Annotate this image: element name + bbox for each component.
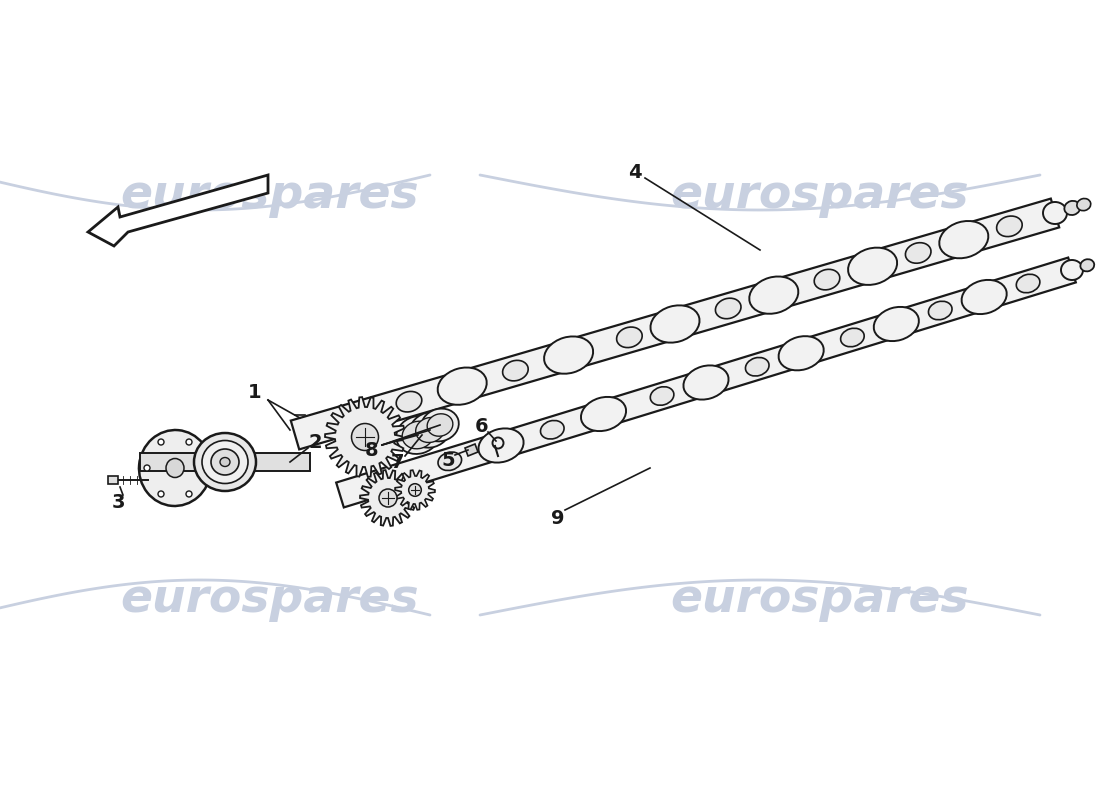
Text: 9: 9 [551, 509, 564, 527]
Text: 1: 1 [249, 383, 262, 402]
Text: eurospares: eurospares [121, 173, 419, 218]
Ellipse shape [403, 421, 433, 449]
Ellipse shape [478, 428, 524, 462]
Text: 2: 2 [308, 433, 322, 451]
Ellipse shape [581, 397, 626, 431]
Ellipse shape [1016, 274, 1040, 293]
Ellipse shape [438, 452, 462, 470]
Ellipse shape [814, 270, 839, 290]
Ellipse shape [220, 458, 230, 466]
Ellipse shape [544, 337, 593, 374]
Text: eurospares: eurospares [671, 173, 969, 218]
Ellipse shape [503, 360, 528, 381]
Circle shape [379, 489, 397, 507]
Text: 3: 3 [111, 494, 124, 513]
Polygon shape [290, 198, 1059, 450]
Polygon shape [140, 453, 310, 471]
Ellipse shape [683, 366, 728, 400]
Ellipse shape [905, 242, 931, 263]
Text: 7: 7 [392, 454, 405, 473]
Ellipse shape [211, 449, 239, 475]
Ellipse shape [416, 418, 444, 442]
Ellipse shape [166, 458, 184, 478]
Text: 8: 8 [365, 441, 378, 459]
Ellipse shape [200, 465, 206, 471]
Ellipse shape [1065, 201, 1080, 215]
Ellipse shape [928, 302, 952, 320]
Ellipse shape [1080, 259, 1094, 271]
Ellipse shape [158, 491, 164, 497]
Ellipse shape [650, 386, 674, 406]
Ellipse shape [194, 433, 256, 491]
Ellipse shape [939, 221, 988, 258]
Ellipse shape [848, 248, 898, 285]
Text: eurospares: eurospares [121, 578, 419, 622]
Polygon shape [360, 470, 416, 526]
Ellipse shape [650, 306, 700, 342]
Ellipse shape [617, 327, 642, 347]
Polygon shape [337, 258, 1076, 507]
Text: 4: 4 [628, 163, 641, 182]
Polygon shape [395, 470, 434, 510]
Ellipse shape [202, 441, 248, 483]
Ellipse shape [873, 307, 918, 341]
Ellipse shape [997, 216, 1022, 237]
Polygon shape [465, 444, 478, 456]
Text: 6: 6 [475, 417, 488, 435]
Circle shape [409, 484, 421, 496]
Ellipse shape [396, 416, 440, 454]
Polygon shape [324, 397, 405, 477]
Ellipse shape [139, 430, 211, 506]
Polygon shape [88, 175, 268, 246]
Ellipse shape [144, 465, 150, 471]
Ellipse shape [438, 367, 486, 405]
Ellipse shape [1062, 260, 1084, 280]
Ellipse shape [746, 358, 769, 376]
Ellipse shape [749, 277, 799, 314]
Ellipse shape [396, 391, 421, 412]
Ellipse shape [409, 412, 450, 448]
Ellipse shape [540, 421, 564, 439]
Ellipse shape [840, 328, 865, 346]
Ellipse shape [779, 336, 824, 370]
Text: 5: 5 [441, 450, 454, 470]
Ellipse shape [421, 409, 459, 442]
Ellipse shape [1077, 198, 1091, 210]
Ellipse shape [961, 280, 1006, 314]
Ellipse shape [186, 491, 192, 497]
Circle shape [352, 423, 378, 450]
Text: eurospares: eurospares [671, 578, 969, 622]
Ellipse shape [1043, 202, 1067, 224]
Ellipse shape [715, 298, 741, 318]
Ellipse shape [186, 439, 192, 445]
Polygon shape [108, 476, 118, 484]
Ellipse shape [427, 414, 453, 436]
Ellipse shape [158, 439, 164, 445]
